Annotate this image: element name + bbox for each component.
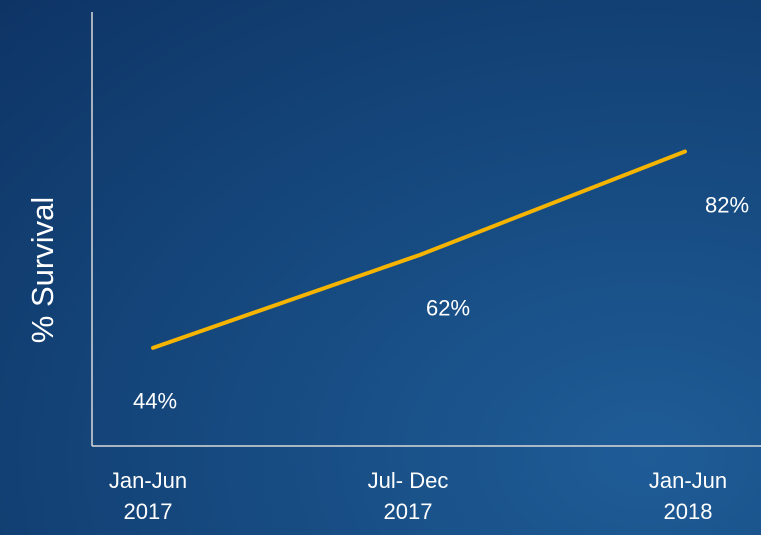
data-label: 44%	[133, 389, 177, 414]
x-tick-label: Jan-Jun 2018	[648, 468, 728, 524]
x-tick-label: Jul- Dec 2017	[367, 468, 449, 524]
x-tick-label: Jan-Jun 2017	[108, 468, 188, 524]
data-label: 82%	[705, 192, 749, 217]
line	[151, 149, 687, 350]
data-label: 62%	[426, 296, 470, 321]
y-axis-label: % Survival	[25, 197, 60, 343]
